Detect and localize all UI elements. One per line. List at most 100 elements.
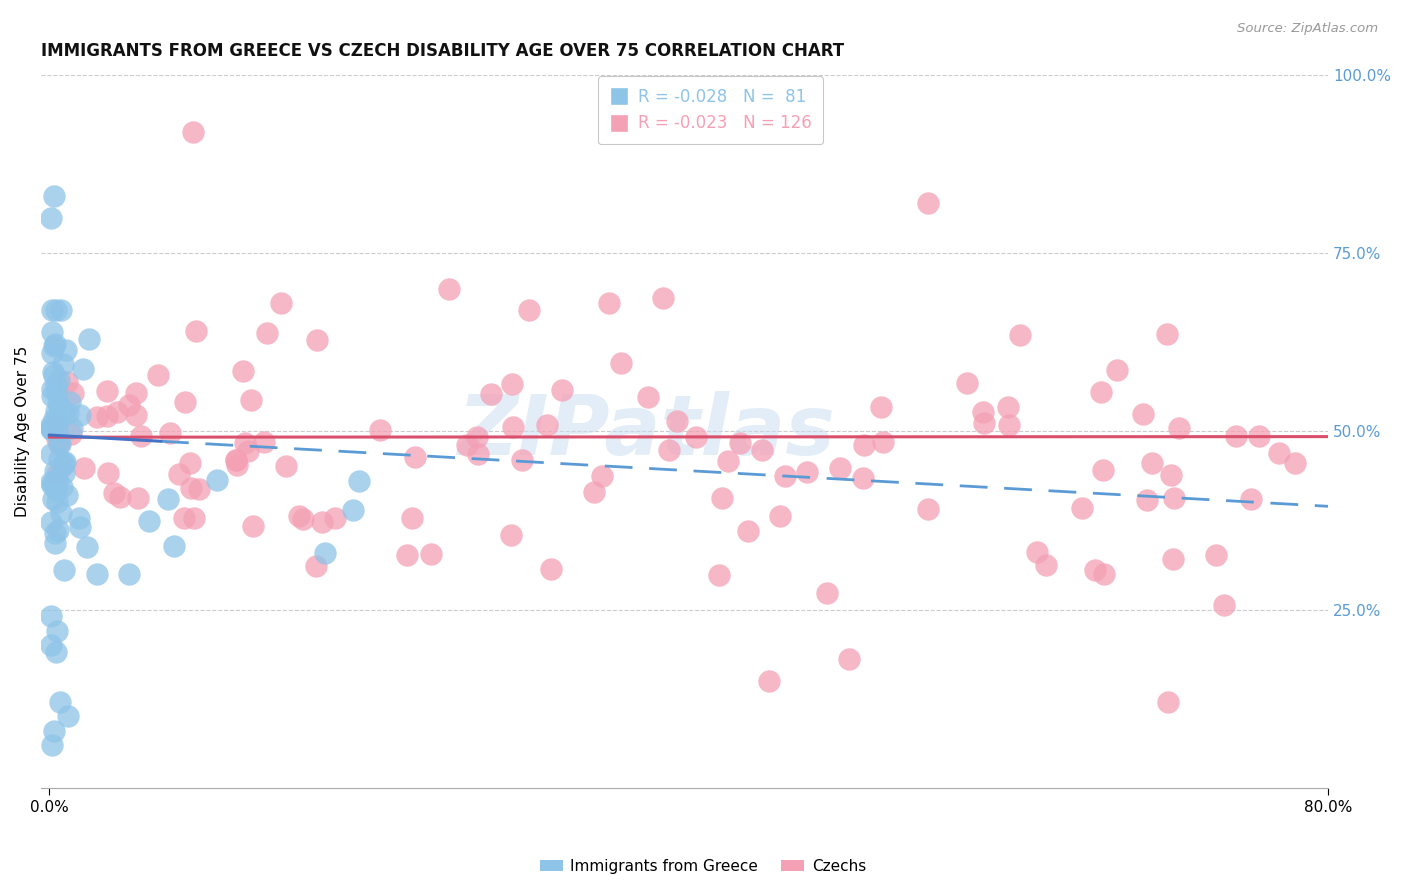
Point	[45, 303, 67, 318]
Point	[1157, 695, 1180, 709]
Point	[46, 396, 69, 410]
Point	[232, 364, 254, 378]
Point	[44, 477, 66, 491]
Point	[59, 426, 82, 441]
Point	[58, 709, 80, 723]
Point	[69, 409, 91, 423]
Point	[53, 563, 76, 577]
Point	[768, 508, 790, 523]
Point	[41, 346, 63, 360]
Point	[42, 189, 65, 203]
Point	[181, 125, 204, 139]
Point	[288, 509, 311, 524]
Point	[39, 515, 62, 529]
Point	[758, 673, 780, 688]
Point	[41, 423, 63, 437]
Point	[118, 398, 141, 412]
Point	[56, 375, 79, 389]
Point	[41, 478, 63, 492]
Point	[404, 450, 426, 465]
Point	[49, 695, 72, 709]
Point	[551, 383, 574, 397]
Point	[1268, 445, 1291, 459]
Y-axis label: Disability Age Over 75: Disability Age Over 75	[15, 346, 30, 517]
Point	[955, 376, 977, 390]
Point	[872, 434, 894, 449]
Point	[48, 373, 70, 387]
Point	[666, 413, 689, 427]
Point	[253, 435, 276, 450]
Point	[53, 406, 76, 420]
Point	[59, 395, 82, 409]
Text: IMMIGRANTS FROM GREECE VS CZECH DISABILITY AGE OVER 75 CORRELATION CHART: IMMIGRANTS FROM GREECE VS CZECH DISABILI…	[41, 42, 844, 60]
Point	[1084, 563, 1107, 577]
Text: Source: ZipAtlas.com: Source: ZipAtlas.com	[1237, 22, 1378, 36]
Point	[46, 467, 69, 481]
Point	[852, 471, 875, 485]
Point	[52, 458, 75, 473]
Point	[467, 447, 489, 461]
Point	[730, 435, 752, 450]
Point	[240, 393, 263, 408]
Point	[39, 447, 62, 461]
Point	[44, 525, 66, 540]
Point	[972, 404, 994, 418]
Point	[1140, 456, 1163, 470]
Point	[307, 333, 329, 347]
Point	[342, 502, 364, 516]
Point	[347, 474, 370, 488]
Point	[226, 458, 249, 472]
Point	[103, 486, 125, 500]
Point	[305, 558, 328, 573]
Point	[717, 454, 740, 468]
Point	[591, 469, 613, 483]
Point	[125, 386, 148, 401]
Point	[205, 473, 228, 487]
Point	[796, 465, 818, 479]
Point	[1008, 328, 1031, 343]
Point	[1213, 598, 1236, 612]
Point	[96, 409, 118, 424]
Point	[837, 652, 859, 666]
Point	[45, 425, 67, 439]
Point	[42, 368, 65, 383]
Point	[45, 404, 67, 418]
Point	[501, 377, 523, 392]
Point	[456, 438, 478, 452]
Point	[129, 429, 152, 443]
Point	[233, 436, 256, 450]
Point	[41, 382, 63, 396]
Point	[41, 738, 63, 752]
Point	[173, 510, 195, 524]
Point	[311, 515, 333, 529]
Point	[159, 425, 181, 440]
Point	[292, 512, 315, 526]
Point	[325, 511, 347, 525]
Point	[1090, 385, 1112, 400]
Point	[184, 324, 207, 338]
Point	[48, 434, 70, 449]
Point	[76, 540, 98, 554]
Point	[97, 466, 120, 480]
Point	[1025, 545, 1047, 559]
Point	[707, 567, 730, 582]
Point	[77, 332, 100, 346]
Point	[42, 365, 65, 379]
Point	[49, 302, 72, 317]
Point	[1091, 462, 1114, 476]
Point	[127, 491, 149, 506]
Point	[156, 491, 179, 506]
Legend: R = -0.028   N =  81, R = -0.023   N = 126: R = -0.028 N = 81, R = -0.023 N = 126	[598, 77, 823, 145]
Point	[368, 424, 391, 438]
Point	[45, 494, 67, 508]
Point	[45, 377, 67, 392]
Point	[1240, 492, 1263, 507]
Point	[465, 430, 488, 444]
Point	[1168, 420, 1191, 434]
Point	[62, 385, 84, 400]
Point	[53, 455, 76, 469]
Point	[96, 384, 118, 399]
Point	[737, 524, 759, 538]
Point	[39, 422, 62, 436]
Point	[270, 296, 292, 310]
